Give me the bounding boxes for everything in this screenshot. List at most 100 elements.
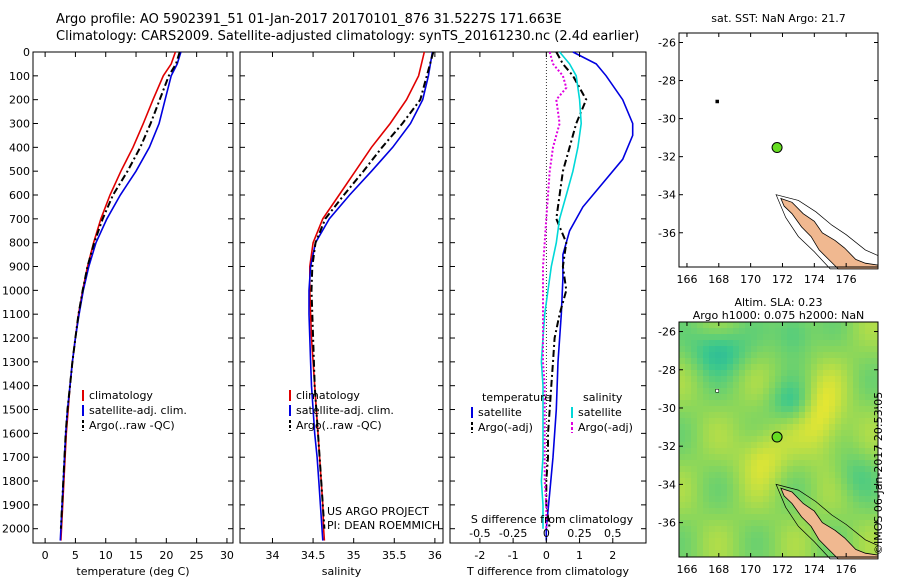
sla-cell — [811, 454, 818, 461]
sla-cell — [775, 508, 782, 515]
sla-cell — [691, 358, 698, 365]
sla-cell — [763, 532, 770, 539]
sla-cell — [865, 382, 872, 389]
sla-cell — [727, 382, 734, 389]
sla-cell — [697, 526, 704, 533]
sla-cell — [787, 466, 794, 473]
sla-cell — [697, 352, 704, 359]
sla-cell — [727, 502, 734, 509]
sla-cell — [829, 520, 836, 527]
sla-cell — [679, 460, 686, 467]
sla-cell — [799, 364, 806, 371]
sla-cell — [769, 454, 776, 461]
sla-cell — [703, 400, 710, 407]
sla-cell — [781, 442, 788, 449]
sla-cell — [709, 370, 716, 377]
sla-cell — [871, 334, 878, 341]
sla-cell — [841, 382, 848, 389]
x-tick-label: 36 — [428, 549, 442, 562]
sla-cell — [733, 370, 740, 377]
sla-cell — [853, 370, 860, 377]
sla-cell — [691, 412, 698, 419]
sla-cell — [847, 364, 854, 371]
sla-cell — [829, 496, 836, 503]
sla-cell — [805, 340, 812, 347]
sla-cell — [835, 334, 842, 341]
sla-cell — [763, 364, 770, 371]
sla-cell — [757, 544, 764, 551]
sla-cell — [835, 514, 842, 521]
sla-cell — [703, 388, 710, 395]
sla-cell — [859, 532, 866, 539]
sla-cell — [721, 508, 728, 515]
sla-cell — [715, 400, 722, 407]
sla-cell — [715, 370, 722, 377]
sla-cell — [859, 544, 866, 551]
sla-cell — [691, 520, 698, 527]
sla-cell — [733, 442, 740, 449]
sla-cell — [769, 496, 776, 503]
sla-cell — [805, 466, 812, 473]
sla-cell — [805, 478, 812, 485]
sla-cell — [709, 430, 716, 437]
sst_map-frame — [678, 32, 879, 268]
sla-cell — [715, 340, 722, 347]
sla-cell — [817, 364, 824, 371]
sla-cell — [781, 544, 788, 551]
sla-cell — [751, 448, 758, 455]
sla-cell — [715, 466, 722, 473]
sla-cell — [769, 532, 776, 539]
sla-cell — [751, 502, 758, 509]
sla-cell — [847, 370, 854, 377]
sla-cell — [685, 424, 692, 431]
sla-cell — [865, 394, 872, 401]
sla-cell — [757, 514, 764, 521]
sla-cell — [865, 508, 872, 515]
sla-cell — [871, 520, 878, 527]
sla-cell — [691, 508, 698, 515]
sla-cell — [835, 502, 842, 509]
sla-cell — [685, 364, 692, 371]
sla-cell — [805, 328, 812, 335]
sla-cell — [817, 544, 824, 551]
sla-cell — [691, 334, 698, 341]
sla-cell — [793, 334, 800, 341]
sla-cell — [751, 460, 758, 467]
sla-cell — [709, 382, 716, 389]
sla-cell — [865, 436, 872, 443]
sla-cell — [757, 334, 764, 341]
sla-cell — [823, 382, 830, 389]
sla-cell — [787, 406, 794, 413]
sla-cell — [697, 322, 704, 329]
sla-cell — [721, 490, 728, 497]
sla-cell — [835, 418, 842, 425]
sla-cell — [775, 478, 782, 485]
sla-cell — [853, 466, 860, 473]
sla-cell — [769, 352, 776, 359]
sla-cell — [805, 490, 812, 497]
sla-cell — [871, 430, 878, 437]
sla-cell — [781, 532, 788, 539]
sla-cell — [769, 478, 776, 485]
sla-cell — [721, 418, 728, 425]
series-line-t-argo-adj — [545, 51, 588, 529]
sla-cell — [835, 376, 842, 383]
sla-cell — [685, 520, 692, 527]
sla-cell — [829, 424, 836, 431]
sla-cell — [721, 382, 728, 389]
sla-cell — [775, 364, 782, 371]
sla-cell — [853, 430, 860, 437]
sla-cell — [811, 406, 818, 413]
sla-cell — [853, 508, 860, 515]
sla-cell — [811, 424, 818, 431]
sla-cell — [841, 508, 848, 515]
sla-cell — [823, 352, 830, 359]
sla-cell — [859, 334, 866, 341]
sla-cell — [745, 400, 752, 407]
sla-cell — [727, 334, 734, 341]
sla-cell — [859, 382, 866, 389]
sla-cell — [709, 514, 716, 521]
sla-cell — [721, 400, 728, 407]
sla-cell — [829, 412, 836, 419]
sla-cell — [865, 370, 872, 377]
